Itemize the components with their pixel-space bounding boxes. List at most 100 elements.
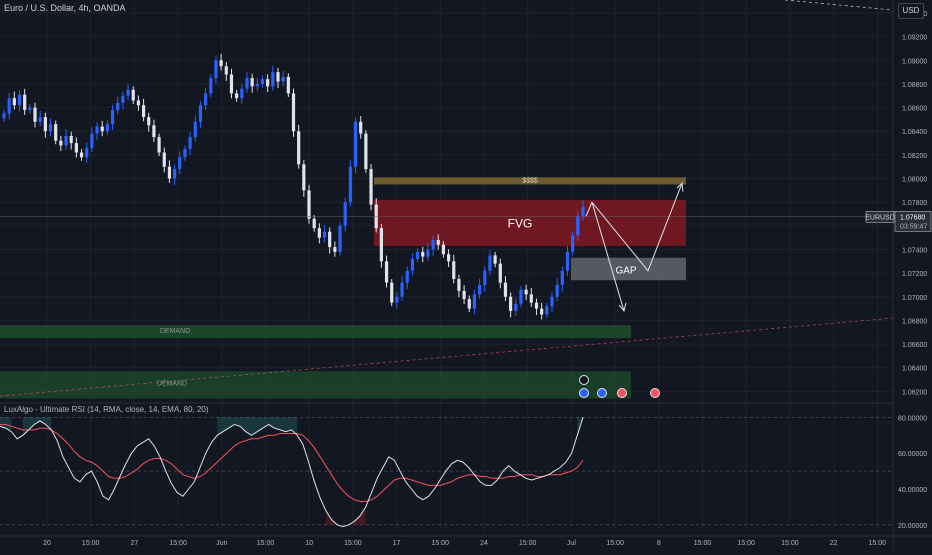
candle-body [214, 60, 218, 79]
candle-body [131, 89, 135, 101]
candle-body [79, 152, 84, 158]
rsi-signal-line [0, 424, 584, 502]
candle-body [555, 284, 559, 297]
projection-start [585, 201, 593, 217]
candle-body [441, 244, 446, 255]
candle-body [550, 296, 554, 307]
target-zone [374, 177, 686, 185]
candle-body [23, 94, 27, 110]
candle-body [462, 290, 466, 300]
candle-body [17, 94, 22, 106]
candle-body [297, 131, 301, 165]
candle-body [90, 133, 94, 148]
candle-body [390, 282, 394, 303]
candle-body [478, 284, 482, 295]
time-tick-label: 15:00 [344, 540, 362, 547]
candle-body [204, 93, 208, 106]
candle-body [312, 218, 316, 229]
price-tick-label: 1.06400 [902, 366, 927, 373]
candle-body [545, 306, 549, 315]
candle-body [147, 117, 151, 126]
candle-body [260, 79, 265, 84]
candle-body [307, 190, 311, 219]
price-tick-label: 1.08600 [902, 106, 927, 113]
candle-body [100, 126, 104, 132]
candle-body [421, 251, 425, 257]
candle-body [581, 206, 585, 217]
price-tick-label: 1.07000 [902, 295, 927, 302]
candle-body [333, 247, 337, 252]
candle-body [167, 166, 172, 179]
candle-body [183, 148, 187, 158]
candle-body [116, 102, 120, 110]
candle-body [472, 294, 477, 309]
time-tick-label: Jun [216, 540, 227, 547]
candle-body [136, 100, 141, 106]
demand-zone-2 [0, 371, 631, 399]
time-tick-label: Jul [567, 540, 576, 547]
gap-zone [571, 257, 686, 281]
time-tick-label: 27 [131, 540, 139, 547]
candle-body [359, 121, 363, 134]
price-tick-label: 1.08800 [902, 82, 927, 89]
candle-body [415, 251, 420, 259]
candle-body [286, 76, 290, 94]
candle-body [121, 95, 125, 103]
candle-body [483, 270, 487, 285]
time-tick-label: 15:00 [257, 540, 275, 547]
candle-body [162, 152, 166, 167]
candle-body [33, 107, 37, 122]
candle-body [64, 135, 68, 146]
currency-label[interactable]: USD [898, 3, 924, 19]
time-tick-label: 15:00 [694, 540, 712, 547]
candle-body [281, 76, 285, 82]
candle-body [291, 93, 296, 132]
candle-body [198, 105, 203, 122]
price-tick-label: 1.06600 [902, 342, 927, 349]
candle-body [576, 216, 580, 236]
symbol-title: Euro / U.S. Dollar, 4h, OANDA [4, 3, 126, 13]
candle-body [467, 299, 471, 309]
price-tick-label: 1.07400 [902, 247, 927, 254]
symbol-tag-label: EURUSD [865, 214, 895, 221]
candle-body [400, 282, 404, 297]
candle-body [245, 78, 249, 89]
price-tick-label: 1.07800 [902, 200, 927, 207]
candle-body [126, 89, 130, 96]
time-tick-label: 15:00 [169, 540, 187, 547]
economic-event-icon [597, 388, 607, 398]
candle-body [343, 202, 347, 226]
candle-body [519, 289, 523, 304]
candle-body [488, 255, 492, 271]
candle-body [364, 133, 368, 170]
rsi-line [0, 417, 584, 528]
candle-body [219, 60, 223, 67]
candle-body [7, 98, 11, 114]
candle-body [431, 240, 435, 250]
projection-down-arrow [591, 202, 625, 312]
candle-body [436, 240, 440, 245]
candle-body [172, 169, 177, 179]
candle-body [224, 66, 228, 75]
candle-body [85, 147, 89, 158]
candle-body [317, 228, 321, 238]
candle-body [338, 225, 342, 252]
candle-body [493, 255, 497, 264]
candle-body [534, 302, 539, 309]
rsi-overbought-fill [22, 417, 52, 436]
last-price-label: 1.07680 [900, 214, 925, 221]
time-tick-label: 15:00 [606, 540, 624, 547]
rsi-tick-label: 40.00000 [898, 487, 927, 494]
candle-body [59, 140, 63, 146]
candle-body [105, 124, 109, 132]
candle-body [498, 263, 502, 283]
candle-body [560, 270, 564, 285]
candle-body [255, 83, 259, 87]
indicator-title: LuxAlgo - Ultimate RSI (14, RMA, close, … [4, 405, 209, 414]
candle-body [328, 231, 332, 248]
time-tick-label: 15:00 [432, 540, 450, 547]
lightning-icon [579, 375, 589, 385]
candle-body [322, 231, 327, 238]
candle-body [188, 137, 192, 149]
